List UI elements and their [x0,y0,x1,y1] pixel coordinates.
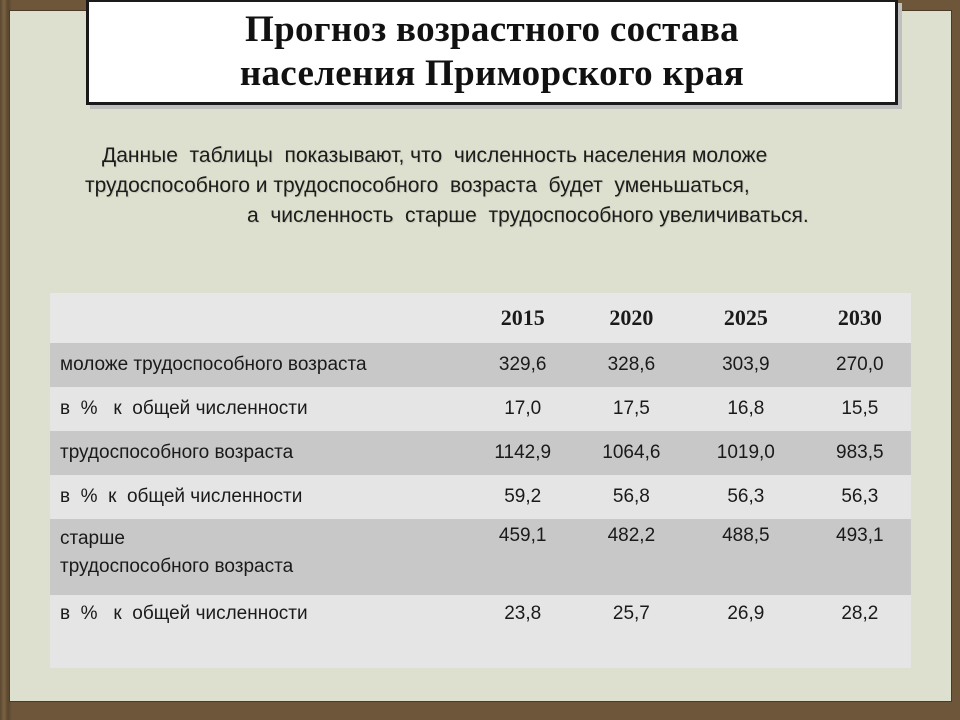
table-cell: 488,5 [722,525,770,546]
header-year-2015: 2015 [500,305,545,330]
table-cell: 303,9 [722,354,770,375]
header-year-2030: 2030 [837,305,882,330]
slide: Прогноз возрастного состава населения Пр… [9,0,952,702]
row-label: старше трудоспособного возраста [50,519,466,581]
row-label: в % к общей численности [60,603,308,624]
header-year-2020: 2020 [609,305,654,330]
table-cell: 1064,6 [602,442,661,463]
table-cell: 59,2 [504,486,542,507]
row-label: трудоспособного возраста [60,442,294,463]
table-row: старше трудоспособного возраста 459,1 48… [50,519,911,595]
table-cell: 328,6 [607,354,656,375]
table-cell: 459,1 [498,525,547,546]
row-label: в % к общей численности [60,486,303,507]
intro-text: Данные таблицы показывают, что численнос… [80,141,910,231]
table-header-row: 2015 2020 2025 2030 [50,293,911,343]
table-cell: 17,0 [504,398,542,419]
row-label-line-1: старше [60,528,125,549]
header-year-2025: 2025 [723,305,768,330]
intro-line-1: Данные таблицы показывают, что численнос… [102,144,768,167]
table-cell: 28,2 [841,603,879,624]
table-cell: 983,5 [836,442,884,463]
table-cell: 17,5 [612,398,650,419]
intro-line-3: а численность старше трудоспособного уве… [247,204,809,227]
table-cell: 1142,9 [494,442,552,463]
table-cell: 16,8 [727,398,765,419]
table-cell: 26,9 [727,603,765,624]
table-cell: 56,3 [841,486,879,507]
table-cell: 493,1 [836,525,884,546]
table-cell: 1019,0 [716,442,775,463]
title-box: Прогноз возрастного состава населения Пр… [86,0,898,105]
table-cell: 15,5 [841,398,879,419]
table-row: в % к общей численности 23,8 25,7 26,9 2… [50,595,911,668]
row-label: моложе трудоспособного возраста [60,354,367,375]
table-cell: 25,7 [612,603,650,624]
title-line-1: Прогноз возрастного состава [245,9,739,50]
table-cell: 23,8 [504,603,542,624]
table-row: трудоспособного возраста 1142,9 1064,6 1… [50,431,911,475]
table-row: в % к общей численности 59,2 56,8 56,3 5… [50,475,911,519]
forecast-table: 2015 2020 2025 2030 моложе трудоспособно… [50,293,911,668]
title-line-2: населения Приморского края [239,53,745,94]
table-row: моложе трудоспособного возраста 329,6 32… [50,343,911,387]
table-cell: 270,0 [836,354,884,375]
table-cell: 329,6 [498,354,547,375]
table-row: в % к общей численности 17,0 17,5 16,8 1… [50,387,911,431]
intro-line-2: трудоспособного и трудоспособного возрас… [85,174,750,197]
table-cell: 56,3 [727,486,765,507]
table-cell: 482,2 [607,525,656,546]
table-cell: 56,8 [612,486,650,507]
slide-title: Прогноз возрастного состава населения Пр… [240,8,744,96]
row-label-line-2: трудоспособного возраста [60,556,294,577]
row-label: в % к общей численности [60,398,308,419]
